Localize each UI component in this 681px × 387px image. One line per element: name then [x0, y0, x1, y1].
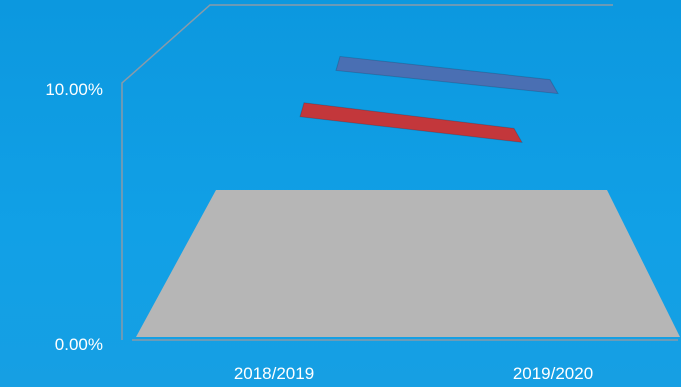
axis-wall-line [121, 4, 613, 340]
floor [136, 190, 680, 337]
series [299, 55, 559, 144]
axes [121, 4, 678, 341]
y-tick-label-top: 10.00% [45, 80, 103, 99]
series-ribbon-1 [299, 102, 523, 144]
series-ribbon-0 [335, 55, 559, 95]
y-tick-label-bottom: 0.00% [55, 335, 103, 354]
x-tick-label-2019-2020: 2019/2020 [513, 364, 593, 383]
x-tick-label-2018-2019: 2018/2019 [234, 364, 314, 383]
floor-plane [136, 190, 680, 337]
